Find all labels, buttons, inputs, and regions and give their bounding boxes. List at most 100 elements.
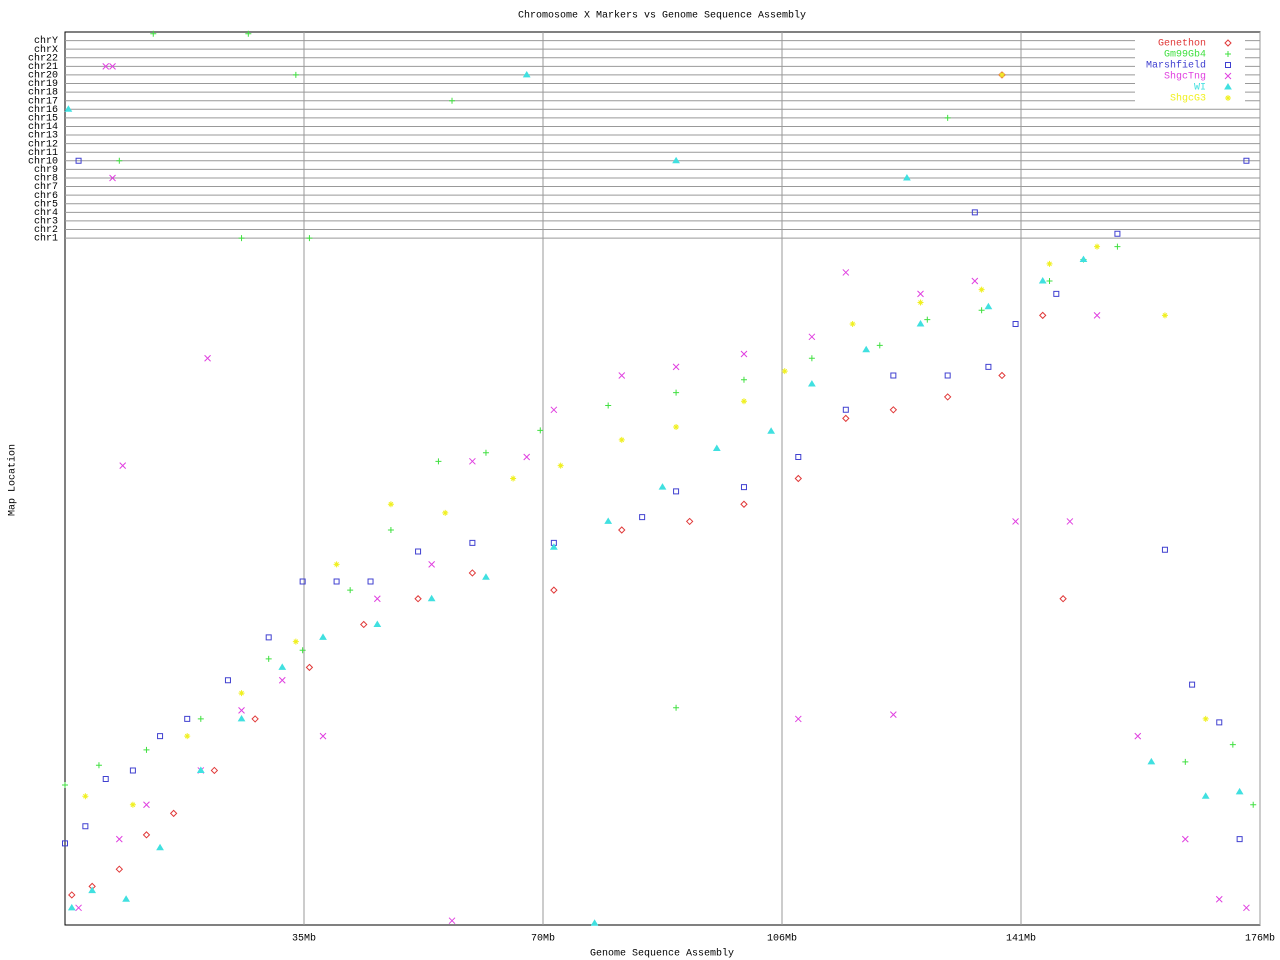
data-point [985, 363, 992, 370]
data-point [604, 517, 613, 524]
data-point [95, 762, 102, 769]
data-point [64, 105, 73, 112]
data-point [82, 823, 89, 830]
data-point [1059, 595, 1067, 603]
data-point [1161, 546, 1168, 553]
data-point [795, 454, 802, 461]
data-point [1181, 835, 1189, 843]
y-tick-label: chr1 [34, 233, 58, 245]
data-point [482, 573, 490, 580]
data-point [998, 71, 1005, 78]
data-point [449, 97, 456, 104]
data-point [319, 732, 327, 740]
data-point [238, 690, 245, 697]
data-point [1250, 801, 1257, 808]
data-point [150, 30, 157, 37]
x-tick-label: 70Mb [531, 933, 555, 945]
data-point [62, 840, 68, 847]
data-point [842, 269, 850, 276]
data-point [984, 302, 993, 310]
y-tick-label: chr12 [28, 138, 58, 150]
y-tick-label: chr22 [28, 52, 58, 64]
data-point [1236, 836, 1243, 843]
data-point [278, 663, 287, 670]
y-tick-label: chr15 [28, 113, 58, 125]
data-point [916, 319, 925, 327]
data-point [237, 714, 246, 722]
data-point [415, 548, 422, 555]
data-point [1012, 518, 1019, 525]
data-point [119, 462, 127, 469]
data-point [469, 539, 476, 546]
data-point [1216, 719, 1223, 726]
data-point [414, 595, 422, 603]
data-point [238, 706, 245, 714]
data-point [482, 449, 489, 456]
y-axis-label: Map Location [7, 444, 19, 516]
data-point [116, 157, 123, 164]
data-point [306, 235, 313, 242]
data-point [67, 903, 76, 911]
data-point [685, 517, 694, 526]
legend-label: Genethon [1158, 38, 1206, 50]
data-point [156, 843, 164, 851]
data-point [1046, 260, 1053, 267]
data-point [265, 655, 272, 662]
data-point [740, 484, 747, 491]
data-point [712, 444, 721, 451]
data-point [808, 333, 816, 341]
data-point [658, 483, 667, 490]
data-point [943, 393, 952, 401]
y-tick-label: chr6 [34, 190, 58, 202]
legend-label: Gm99Gb4 [1164, 49, 1206, 61]
data-point [924, 316, 931, 323]
data-point [672, 363, 680, 371]
data-point [522, 70, 531, 78]
data-point [245, 30, 252, 37]
data-point [523, 453, 531, 461]
data-point [265, 634, 272, 641]
data-point [129, 801, 136, 808]
data-point [387, 501, 394, 508]
data-point [184, 715, 191, 722]
data-point [537, 427, 544, 434]
data-point [794, 715, 802, 723]
data-point [157, 733, 164, 740]
y-tick-label: chr13 [28, 130, 58, 142]
y-tick-label: chr3 [34, 216, 58, 228]
data-point [550, 586, 558, 594]
y-tick-label: chrY [34, 35, 58, 47]
data-point [115, 835, 123, 843]
data-point [197, 715, 204, 722]
legend-marker [1225, 95, 1231, 101]
data-point [373, 595, 381, 603]
y-tick-label: chr18 [28, 87, 58, 99]
data-point [387, 527, 394, 534]
legend-marker [1224, 39, 1232, 47]
data-point [978, 307, 985, 314]
data-point [442, 509, 449, 516]
y-tick-label: chr9 [34, 164, 58, 176]
legend-label: WI [1194, 83, 1206, 94]
data-point [88, 886, 97, 894]
data-point [842, 414, 850, 423]
data-point [557, 462, 564, 469]
data-point [842, 406, 849, 413]
y-tick-label: chrX [34, 44, 58, 56]
legend-marker [1225, 62, 1231, 68]
data-point [448, 917, 456, 925]
y-tick-label: chr4 [34, 207, 58, 219]
data-point [333, 561, 340, 568]
data-point [1039, 311, 1047, 320]
x-tick-label: 106Mb [767, 933, 797, 945]
data-point [468, 569, 477, 577]
data-point [1215, 895, 1223, 903]
data-point [184, 733, 191, 740]
data-point [373, 620, 382, 627]
data-point [740, 398, 747, 405]
legend-marker [1224, 72, 1232, 80]
data-point [767, 427, 776, 434]
data-point [109, 174, 116, 182]
y-tick-label: chr11 [28, 147, 58, 159]
data-point [427, 594, 436, 602]
